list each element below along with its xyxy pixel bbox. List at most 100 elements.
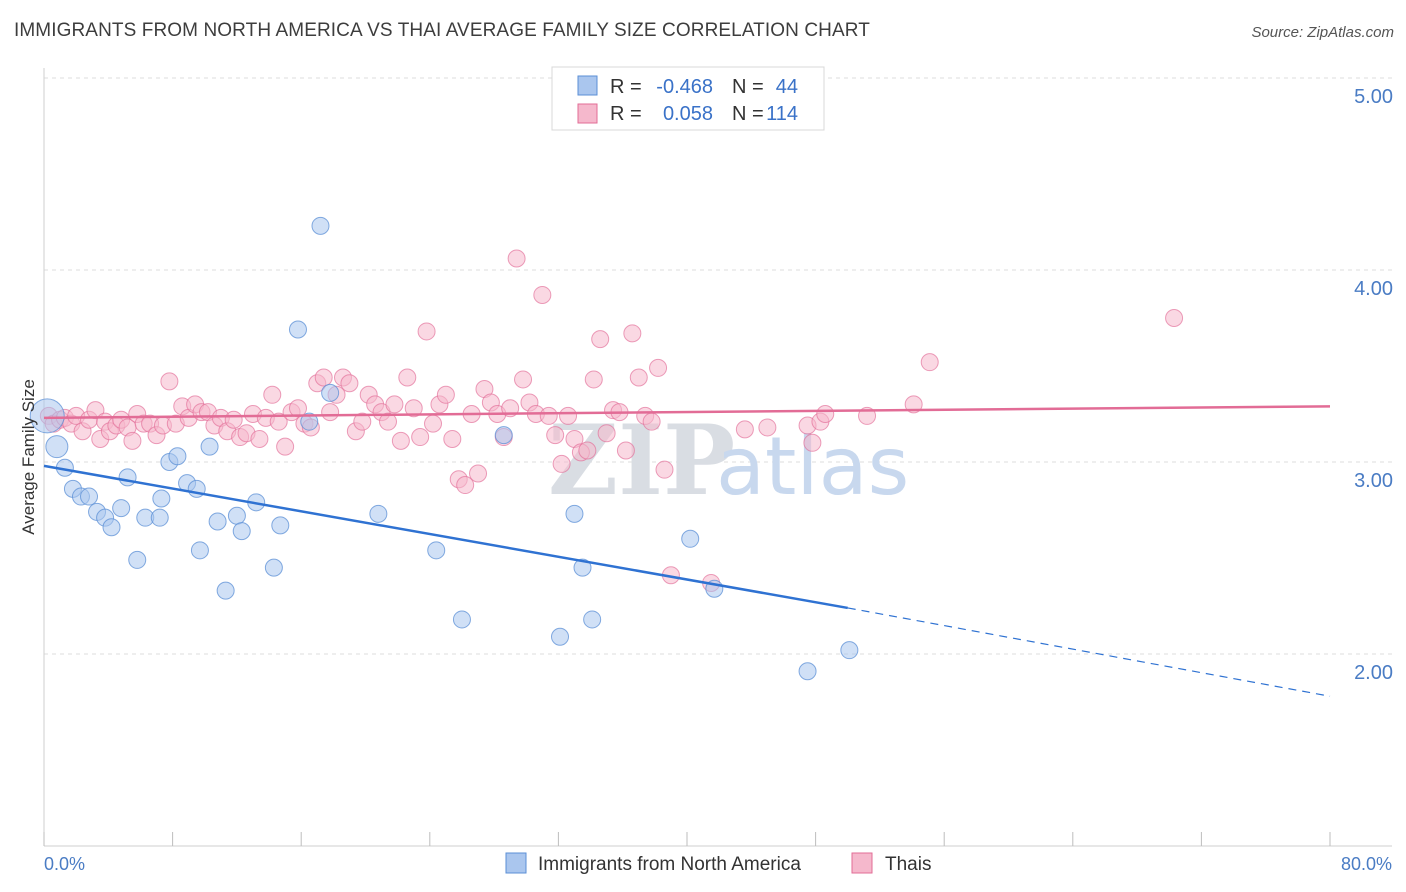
- legend-r-label: R =: [610, 76, 642, 98]
- data-point-thais: [578, 441, 597, 460]
- x-tick-label-max: 80.0%: [1341, 854, 1392, 874]
- data-point-immigrants: [321, 383, 340, 402]
- data-point-thais: [436, 385, 455, 404]
- bottom-legend-label-blue: Immigrants from North America: [538, 854, 801, 875]
- data-point-thais: [123, 431, 142, 450]
- data-point-immigrants: [190, 541, 209, 560]
- data-point-immigrants: [216, 581, 235, 600]
- data-point-thais: [803, 433, 822, 452]
- data-point-thais: [160, 372, 179, 391]
- data-point-thais: [735, 420, 754, 439]
- data-point-immigrants: [112, 499, 131, 518]
- data-point-thais: [552, 454, 571, 473]
- trend-line-immigrants: [43, 464, 848, 610]
- data-point-immigrants: [840, 641, 859, 660]
- data-point-thais: [655, 460, 674, 479]
- data-point-thais: [411, 428, 430, 447]
- data-point-immigrants: [29, 398, 65, 434]
- data-point-thais: [269, 412, 288, 431]
- data-point-thais: [642, 412, 661, 431]
- data-point-immigrants: [452, 610, 471, 629]
- data-point-thais: [456, 476, 475, 495]
- data-point-immigrants: [681, 529, 700, 548]
- data-point-immigrants: [168, 447, 187, 466]
- data-point-thais: [314, 368, 333, 387]
- data-point-thais: [816, 405, 835, 423]
- data-point-thais: [404, 399, 423, 418]
- data-point-thais: [417, 322, 436, 341]
- data-point-immigrants: [200, 437, 219, 456]
- trend-line-thais: [43, 405, 1331, 420]
- data-point-immigrants: [271, 516, 290, 535]
- legend-r-value: -0.468: [656, 76, 713, 98]
- legend-n-label: N =: [732, 103, 764, 125]
- data-point-thais: [591, 330, 610, 349]
- y-tick-label: 3.00: [1354, 470, 1393, 492]
- x-axis-ticks: [43, 832, 1331, 846]
- data-point-thais: [224, 410, 243, 429]
- data-point-thais: [546, 426, 565, 445]
- data-point-immigrants: [583, 610, 602, 629]
- data-point-immigrants: [573, 558, 592, 577]
- legend-swatch-pink: [577, 103, 598, 124]
- data-point-thais: [533, 285, 552, 304]
- bottom-legend-swatch-pink: [851, 852, 873, 874]
- data-point-thais: [623, 324, 642, 343]
- data-point-immigrants: [264, 558, 283, 577]
- y-tick-label: 4.00: [1354, 278, 1393, 300]
- data-point-immigrants: [227, 506, 246, 525]
- data-point-immigrants: [288, 320, 307, 339]
- legend-n-value: 44: [776, 76, 798, 98]
- data-point-thais: [263, 385, 282, 404]
- bottom-legend: Immigrants from North America Thais: [505, 852, 931, 875]
- legend-r-label: R =: [610, 103, 642, 125]
- bottom-legend-swatch-blue: [505, 852, 527, 874]
- data-point-thais: [597, 424, 616, 443]
- data-point-thais: [920, 353, 939, 372]
- data-point-thais: [353, 412, 372, 431]
- data-point-thais: [391, 431, 410, 450]
- data-point-immigrants: [232, 522, 251, 541]
- data-point-immigrants: [551, 627, 570, 646]
- data-point-thais: [250, 429, 269, 448]
- data-point-immigrants: [80, 487, 99, 506]
- y-tick-label: 5.00: [1354, 86, 1393, 108]
- data-point-thais: [340, 374, 359, 393]
- grid-lines: [44, 77, 1392, 655]
- data-point-thais: [276, 437, 295, 456]
- data-point-immigrants: [300, 412, 319, 431]
- data-point-thais: [288, 399, 307, 418]
- legend-box: R = -0.468 N = 44 R = 0.058 N = 114: [551, 66, 825, 131]
- y-tick-label: 2.00: [1354, 662, 1393, 684]
- data-point-immigrants: [102, 518, 121, 537]
- trend-line-immigrants-projection: [847, 607, 1331, 697]
- data-point-thais: [469, 464, 488, 483]
- data-point-thais: [649, 358, 668, 377]
- data-point-immigrants: [128, 550, 147, 569]
- data-point-immigrants: [798, 662, 817, 681]
- x-tick-label-min: 0.0%: [44, 854, 85, 874]
- data-point-immigrants: [369, 504, 388, 523]
- data-point-thais: [379, 412, 398, 431]
- series-thais: [39, 249, 1184, 592]
- data-point-immigrants: [565, 504, 584, 523]
- data-point-immigrants: [118, 468, 137, 487]
- data-point-thais: [507, 249, 526, 268]
- chart-source: Source: ZipAtlas.com: [1251, 24, 1394, 41]
- data-point-thais: [443, 429, 462, 448]
- data-point-thais: [616, 441, 635, 460]
- data-point-thais: [321, 403, 340, 422]
- data-point-thais: [424, 414, 443, 433]
- legend-swatch-blue: [577, 75, 598, 96]
- data-point-thais: [559, 406, 578, 425]
- y-tick-labels: 2.00 3.00 4.00 5.00: [1354, 86, 1393, 684]
- data-point-immigrants: [152, 489, 171, 508]
- data-point-thais: [86, 401, 105, 420]
- data-point-immigrants: [494, 426, 513, 445]
- data-point-immigrants: [311, 216, 330, 235]
- legend-r-value: 0.058: [663, 103, 713, 125]
- data-point-thais: [398, 368, 417, 387]
- data-point-immigrants: [150, 508, 169, 527]
- data-point-immigrants: [45, 435, 69, 459]
